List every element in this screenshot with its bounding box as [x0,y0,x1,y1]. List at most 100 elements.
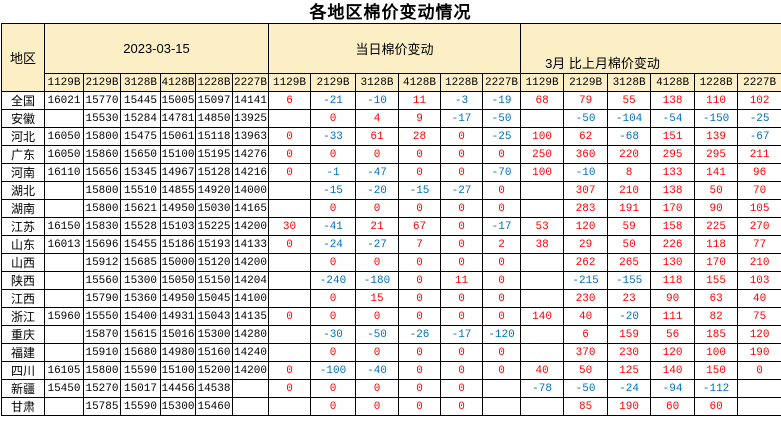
monthly-change-cell: 307 [563,181,609,200]
daily-change-cell: 0 [440,217,483,236]
price-cell: 15475 [120,127,161,146]
monthly-change-cell: -150 [694,109,739,128]
monthly-change-cell: 100 [520,163,565,182]
region-cell: 山东 [1,235,45,254]
price-cell: 16150 [44,217,84,236]
price-cell: 15550 [83,307,121,326]
daily-change-cell: -27 [440,181,483,200]
monthly-change-cell: 6 [563,325,609,344]
grade-header-monthly-change-3128b: 3128B [607,73,652,92]
monthly-change-cell: 138 [650,181,696,200]
monthly-change-cell: 230 [563,289,609,308]
daily-change-cell: -41 [310,217,356,236]
monthly-change-cell: 38 [520,235,565,254]
monthly-change-cell: 141 [694,163,739,182]
monthly-change-cell: 50 [563,361,609,380]
monthly-change-cell: -215 [563,271,609,290]
price-cell: 15360 [120,289,161,308]
price-cell: 15043 [195,307,233,326]
daily-change-cell: 0 [398,379,441,398]
daily-change-cell: 0 [355,379,399,398]
daily-change-cell: 0 [310,253,356,272]
price-cell: 15455 [120,235,161,254]
monthly-change-cell [737,397,781,416]
price-cell [44,397,84,416]
daily-change-cell: 0 [355,307,399,326]
monthly-change-cell [520,271,565,290]
daily-change-cell: -25 [481,127,522,146]
monthly-change-cell: -24 [607,379,652,398]
region-cell: 江苏 [1,217,45,236]
monthly-change-cell: 225 [694,217,739,236]
region-cell: 湖北 [1,181,45,200]
daily-change-cell: -1 [310,163,356,182]
grade-header-daily-change-2129b: 2129B [310,73,356,92]
region-cell: 广东 [1,145,45,164]
daily-change-cell: -24 [310,235,356,254]
price-cell: 15510 [120,181,161,200]
monthly-change-cell: 59 [607,217,652,236]
monthly-change-cell: 0 [737,361,781,380]
daily-change-cell: 0 [398,163,441,182]
price-cell: 14240 [232,343,269,362]
monthly-change-cell: -50 [563,109,609,128]
daily-change-cell: -17 [440,109,483,128]
price-cell: 14100 [232,289,269,308]
daily-change-cell: -26 [398,325,441,344]
price-cell: 14200 [232,217,269,236]
price-cell [44,109,84,128]
daily-change-cell: 0 [440,397,483,416]
price-cell: 16021 [44,91,84,110]
monthly-change-cell: 170 [650,199,696,218]
price-cell: 14133 [232,235,269,254]
daily-change-cell: 0 [398,253,441,272]
monthly-change-cell: 105 [737,199,781,218]
price-cell: 15656 [83,163,121,182]
price-cell: 16013 [44,235,84,254]
daily-change-cell: 0 [268,379,311,398]
monthly-change-cell: 140 [520,307,565,326]
price-cell: 15800 [83,127,121,146]
price-cell: 15621 [120,199,161,218]
price-cell: 15284 [120,109,161,128]
monthly-change-cell: 100 [694,343,739,362]
monthly-change-cell [520,325,565,344]
monthly-change-cell [520,109,565,128]
price-cell: 15560 [83,271,121,290]
grade-header-daily-change-1228b: 1228B [440,73,483,92]
price-cell: 14200 [232,253,269,272]
monthly-change-cell: 40 [520,361,565,380]
daily-change-cell: 0 [440,199,483,218]
monthly-change-cell: 75 [737,307,781,326]
group-header-daily-change: 当日棉价变动 [267,23,522,74]
daily-change-cell: 0 [310,145,356,164]
daily-change-cell: -50 [355,325,399,344]
daily-change-cell: 0 [268,163,311,182]
monthly-change-cell: 120 [563,217,609,236]
monthly-change-cell: 90 [694,199,739,218]
price-cell: 15445 [120,91,161,110]
daily-change-cell: 0 [398,361,441,380]
price-cell: 14855 [160,181,196,200]
table-row-湖南: 湖南 15800 15621 14950 15030 14165 0 0 0 0 0 283 191 17… [1,199,781,218]
daily-change-cell [268,181,311,200]
price-cell: 15050 [160,271,196,290]
daily-change-cell: 0 [440,307,483,326]
monthly-change-cell: -112 [694,379,739,398]
daily-change-cell: 0 [398,199,441,218]
monthly-change-cell: -104 [607,109,652,128]
monthly-change-cell: 139 [694,127,739,146]
monthly-change-cell: -25 [737,109,781,128]
monthly-change-cell: 262 [563,253,609,272]
price-cell: 15790 [83,289,121,308]
daily-change-cell: 0 [355,253,399,272]
price-cell [44,181,84,200]
daily-change-cell: -50 [481,109,522,128]
monthly-change-cell: 151 [650,127,696,146]
table-row-江苏: 江苏 16150 15830 15528 15103 15225 14200 30 -41 21 6… [1,217,781,236]
daily-change-cell: -3 [440,91,483,110]
price-cell: 15017 [120,379,161,398]
monthly-change-cell: 63 [694,289,739,308]
daily-change-cell: 0 [440,163,483,182]
monthly-change-cell: 79 [563,91,609,110]
